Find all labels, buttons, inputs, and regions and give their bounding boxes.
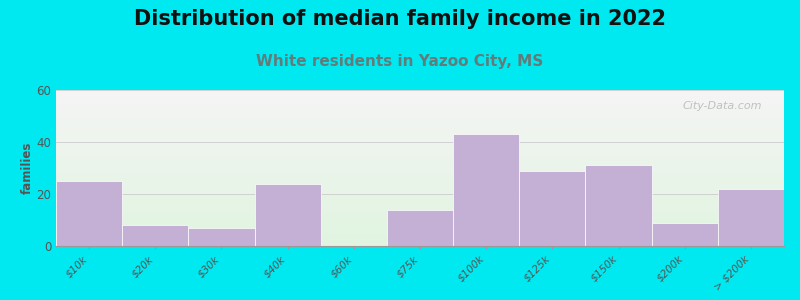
Bar	[718, 189, 784, 246]
Bar	[254, 184, 321, 246]
Bar	[652, 223, 718, 246]
Bar	[122, 225, 188, 246]
Bar	[519, 171, 586, 246]
Y-axis label: families: families	[21, 142, 34, 194]
Bar	[586, 165, 652, 246]
Text: Distribution of median family income in 2022: Distribution of median family income in …	[134, 9, 666, 29]
Bar	[188, 228, 254, 246]
Bar	[56, 181, 122, 246]
Text: White residents in Yazoo City, MS: White residents in Yazoo City, MS	[256, 54, 544, 69]
Text: City-Data.com: City-Data.com	[682, 101, 762, 111]
Bar	[387, 210, 453, 246]
Bar	[453, 134, 519, 246]
